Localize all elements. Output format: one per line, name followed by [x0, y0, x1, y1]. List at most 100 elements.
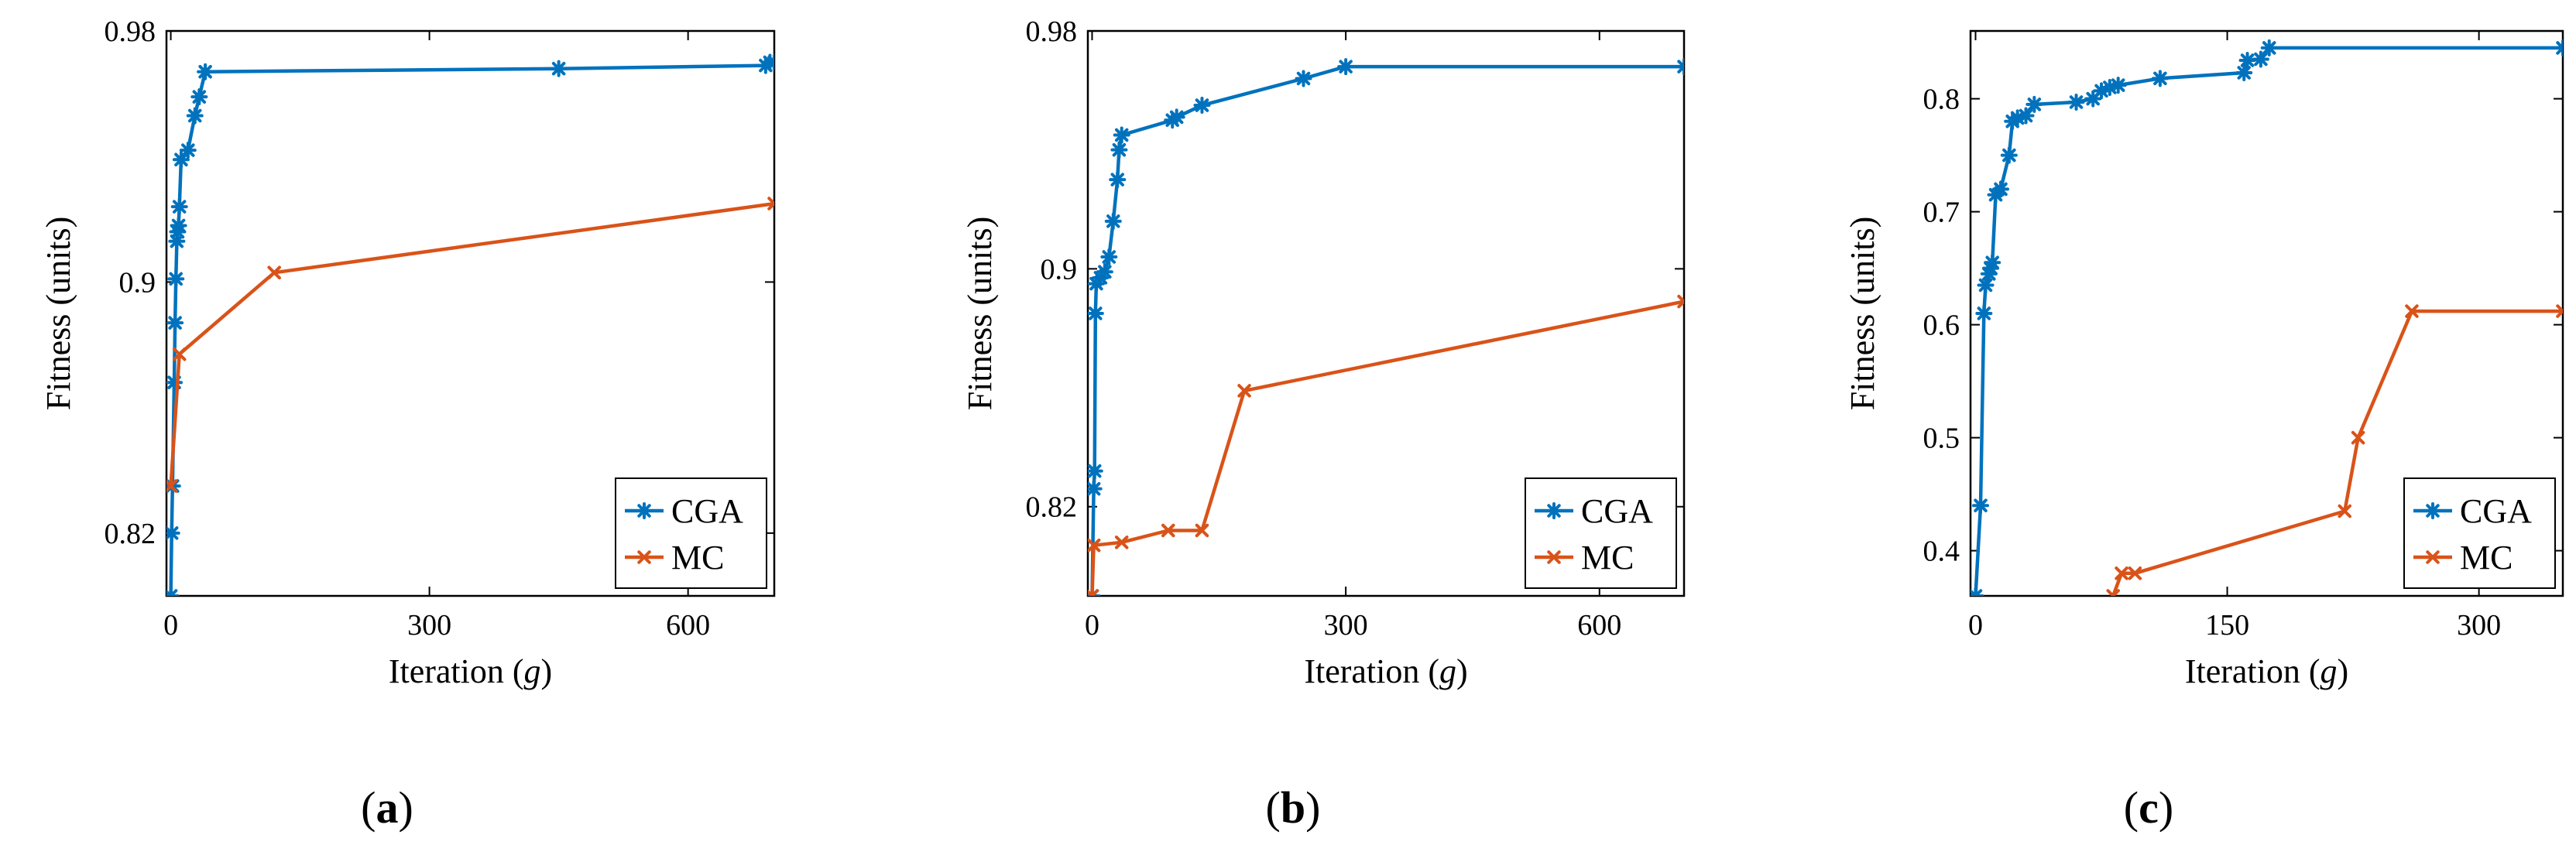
legend-marker-mc: [2426, 550, 2440, 564]
legend: CGA MC: [2403, 477, 2556, 589]
data-point-cga: [166, 587, 180, 596]
data-point-cga: [2235, 64, 2253, 82]
data-point-cga: [172, 151, 190, 169]
x-tick-label: 600: [1577, 609, 1621, 642]
x-axis-label: Iteration (g): [2185, 652, 2348, 690]
data-point-mc: [1161, 523, 1175, 538]
data-point-cga: [1088, 462, 1103, 480]
legend-marker-mc: [1547, 550, 1561, 564]
plot-frame: [1969, 29, 2564, 597]
data-point-cga: [1337, 58, 1355, 76]
y-tick-label: 0.9: [119, 266, 156, 299]
legend-marker-mc: [637, 550, 651, 564]
data-point-cga: [2554, 39, 2563, 56]
legend-label-mc: MC: [671, 539, 724, 577]
data-point-cga: [2017, 107, 2035, 125]
panel-caption: (c): [2124, 782, 2173, 833]
data-point-cga: [550, 60, 568, 77]
data-point-mc: [2128, 566, 2142, 580]
legend-marker-cga: [2424, 502, 2441, 519]
panel-caption: (b): [1266, 782, 1321, 833]
data-point-cga: [1984, 254, 2001, 272]
data-point-cga: [1104, 212, 1122, 230]
x-axis-label: Iteration (g): [389, 652, 552, 690]
data-point-mc: [2405, 304, 2419, 318]
legend-label-cga: CGA: [671, 492, 743, 530]
data-point-mc: [1114, 536, 1129, 549]
y-axis-label: Fitness (units): [961, 217, 999, 411]
data-point-cga: [1100, 248, 1118, 265]
data-point-cga: [1096, 263, 1113, 281]
x-tick-label: 0: [1085, 609, 1099, 642]
legend-box: [2403, 477, 2556, 589]
y-tick-label: 0.6: [1923, 310, 1960, 342]
legend: CGA MC: [1525, 477, 1677, 589]
data-point-cga: [1088, 480, 1103, 498]
data-point-mc: [1088, 538, 1101, 553]
legend-label-mc: MC: [1581, 539, 1634, 577]
data-point-cga: [186, 107, 204, 125]
y-tick-label: 0.8: [1923, 84, 1960, 116]
chart-panel-c: 0 150 300 0.4 0.5 0.6 0.7 0.8 Iteration (g) Fitne…: [1844, 29, 2564, 833]
data-point-cga: [1975, 305, 1993, 322]
x-axis-label: Iteration (g): [1304, 652, 1467, 690]
data-point-mc: [172, 347, 187, 361]
data-point-cga: [1113, 126, 1130, 144]
data-point-mc: [166, 479, 178, 493]
data-point-mc: [1237, 384, 1251, 398]
data-point-cga: [166, 314, 184, 332]
data-point-cga: [2238, 51, 2256, 69]
x-tick-label: 600: [666, 609, 710, 642]
legend-box: [1525, 477, 1677, 589]
data-point-mc: [1088, 589, 1099, 596]
y-tick-label: 0.5: [1923, 423, 1960, 455]
y-tick-label: 0.9: [1041, 253, 1078, 286]
data-point-cga: [190, 88, 208, 106]
plot-area: [166, 53, 774, 596]
y-tick-label: 0.98: [105, 15, 156, 48]
data-point-mc: [1195, 523, 1209, 538]
data-point-cga: [1295, 70, 1312, 87]
y-tick-label: 0.7: [1923, 197, 1960, 229]
data-point-cga: [2260, 39, 2278, 56]
legend-marker-cga: [636, 502, 653, 519]
y-tick-label: 0.4: [1923, 536, 1960, 568]
legend: CGA MC: [615, 477, 767, 589]
data-point-cga: [1110, 141, 1128, 159]
x-tick-label: 0: [1968, 609, 1983, 642]
data-point-cga: [766, 53, 774, 71]
x-tick-label: 300: [2457, 609, 2501, 642]
data-point-cga: [1168, 108, 1185, 126]
data-point-cga: [1193, 97, 1211, 115]
data-point-mc: [2338, 504, 2352, 518]
data-point-cga: [179, 142, 197, 159]
legend-label-cga: CGA: [1581, 492, 1653, 530]
chart-panel-a: 0 300 600 0.82 0.9 0.98 Iteration (g) Fitness (…: [39, 15, 776, 833]
data-point-cga: [1972, 497, 1990, 515]
plot-frame: [165, 29, 776, 597]
data-point-cga: [1088, 305, 1104, 322]
data-point-cga: [2252, 50, 2269, 68]
data-point-mc: [267, 265, 281, 280]
data-point-mc: [2556, 304, 2563, 318]
plot-area: [1971, 39, 2563, 596]
series-line-cga: [1090, 64, 1684, 596]
data-point-cga: [167, 270, 185, 288]
data-point-cga: [170, 198, 188, 216]
data-point-cga: [1971, 587, 1984, 596]
legend-label-mc: MC: [2460, 539, 2513, 577]
data-point-cga: [1109, 171, 1127, 189]
x-tick-label: 300: [407, 609, 451, 642]
legend-label-cga: CGA: [2460, 492, 2532, 530]
y-axis-label: Fitness (units): [1844, 217, 1881, 411]
legend-box: [615, 477, 767, 589]
legend-marker-cga: [1545, 502, 1562, 519]
y-axis-label: Fitness (units): [39, 217, 77, 411]
data-point-cga: [2109, 77, 2127, 94]
chart-panel-b: 0 300 600 0.82 0.9 0.98 Iteration (g) Fitness (…: [961, 15, 1686, 833]
data-point-cga: [166, 524, 180, 542]
data-point-cga: [2025, 95, 2043, 113]
data-point-cga: [1676, 58, 1684, 76]
y-tick-label: 0.98: [1026, 15, 1078, 48]
